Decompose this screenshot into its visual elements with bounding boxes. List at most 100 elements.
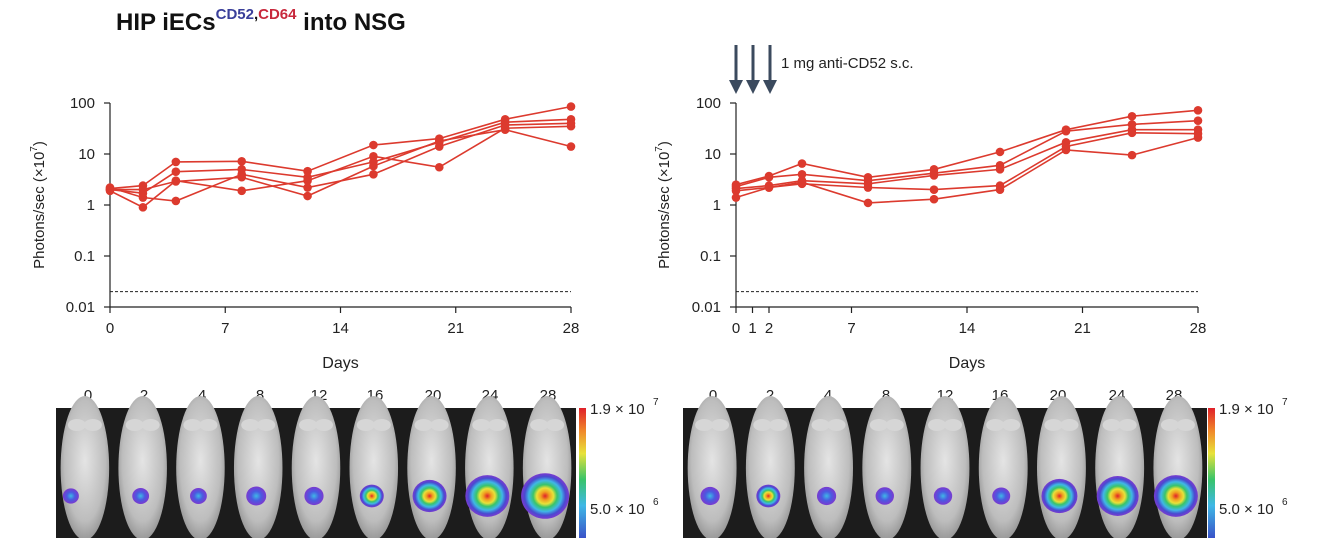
- x-tick-label: 21: [447, 320, 464, 337]
- mouse-ear: [414, 419, 433, 431]
- data-point: [1061, 126, 1071, 136]
- data-point: [1193, 116, 1203, 125]
- y-tick-label: 100: [70, 95, 95, 112]
- data-point: [863, 198, 873, 208]
- mouse-image: [118, 396, 167, 538]
- day-label: 4: [824, 387, 832, 404]
- data-point: [105, 185, 115, 194]
- data-point: [764, 183, 774, 192]
- luminescence-signal: [62, 488, 79, 504]
- data-point: [566, 142, 576, 151]
- colorbar-min-label: 5.0 × 10: [590, 501, 645, 518]
- data-point: [797, 177, 807, 187]
- data-point: [764, 172, 774, 182]
- y-tick-label: 100: [696, 95, 721, 112]
- chart-1: 100 10 1 0.1 0.01 0 7 14 21 28 Days Photons/sec (×1…: [29, 95, 579, 372]
- data-point: [500, 125, 510, 134]
- mouse-ear: [1176, 419, 1195, 431]
- luminescence-signal: [521, 473, 570, 519]
- data-point: [303, 166, 312, 176]
- luminescence-signal: [412, 479, 447, 513]
- x-tick-label: 7: [221, 320, 229, 337]
- data-point: [1127, 111, 1137, 121]
- luminescence-signal: [992, 487, 1011, 505]
- data-point: [566, 102, 576, 111]
- y-tick-label: 1: [713, 197, 721, 214]
- title-sup-cd52: CD52: [215, 6, 254, 23]
- title-suffix: into NSG: [296, 9, 406, 36]
- mouse-ear: [1160, 419, 1179, 431]
- luminescence-signal: [1096, 476, 1139, 516]
- x-tick-label: 14: [959, 320, 976, 337]
- x-tick-label: 14: [332, 320, 349, 337]
- mouse-ear: [83, 419, 102, 431]
- x-tick-label: 7: [847, 320, 855, 337]
- data-point: [303, 183, 312, 192]
- y-tick-label: 0.01: [692, 299, 721, 316]
- mouse-image: [176, 396, 225, 538]
- mouse-ear: [199, 419, 218, 431]
- data-point: [1193, 105, 1203, 115]
- title-sup-cd64: CD64: [258, 6, 297, 23]
- mouse-ear: [1102, 419, 1121, 431]
- colorbar: [579, 408, 586, 538]
- mouse-ear: [986, 419, 1005, 431]
- data-point: [369, 152, 378, 161]
- mouse-ear: [430, 419, 449, 431]
- data-point: [929, 194, 939, 204]
- y-axis-label-close: ): [656, 141, 673, 146]
- colorbar: [1208, 408, 1215, 538]
- data-point: [797, 159, 807, 168]
- mouse-ear: [827, 419, 846, 431]
- mouse-ear: [183, 419, 202, 431]
- luminescence-signal: [875, 487, 894, 505]
- treatment-arrow-head: [746, 80, 760, 94]
- imaging-panel-1: 0 2 4 8 12 16 20 24 281.9 × 10 75.0 × 10 6: [56, 387, 659, 538]
- x-tick-label: 0: [732, 320, 740, 337]
- y-tick-label: 10: [704, 146, 721, 163]
- data-point: [995, 165, 1005, 174]
- mouse-ear: [241, 419, 260, 431]
- luminescence-signal: [190, 488, 207, 504]
- x-tick-label: 2: [765, 320, 773, 337]
- colorbar-min-label: 5.0 × 10: [1219, 501, 1274, 518]
- mouse-ear: [944, 419, 962, 431]
- y-tick-label: 0.1: [700, 248, 721, 265]
- mouse-ear: [1044, 419, 1063, 431]
- imaging-panel-2: 0 2 4 8 12 16 20 24 281.9 × 10 75.0 × 10 6: [683, 387, 1288, 538]
- data-point: [995, 147, 1005, 157]
- luminescence-signal: [359, 484, 384, 508]
- data-point: [237, 156, 247, 166]
- y-axis-label: Photons/sec (×107): [654, 141, 673, 269]
- data-point: [237, 172, 247, 182]
- y-axis-label-exp: 7: [29, 146, 40, 152]
- mouse-ear: [885, 419, 904, 431]
- day-label: 2: [140, 387, 148, 404]
- series-line-4: [109, 125, 572, 209]
- mouse-ear: [125, 419, 144, 431]
- luminescence-signal: [1041, 478, 1078, 514]
- y-axis-label-close: ): [31, 141, 48, 146]
- day-label: 0: [709, 387, 717, 404]
- mouse-image: [978, 396, 1028, 538]
- colorbar-min-exp: 6: [1282, 497, 1288, 508]
- mouse-image: [1036, 396, 1086, 538]
- data-point: [369, 169, 378, 179]
- figure-title: HIP iECsCD52,CD64 into NSG: [116, 6, 406, 37]
- y-axis-label: Photons/sec (×107): [29, 141, 48, 269]
- colorbar-max-exp: 7: [1282, 397, 1288, 408]
- mouse-image: [60, 396, 110, 538]
- data-point: [171, 196, 181, 206]
- luminescence-signal: [700, 486, 720, 506]
- mouse-ear: [488, 419, 507, 431]
- mouse-ear: [546, 419, 565, 431]
- mouse-ear: [695, 419, 714, 431]
- mouse-image: [687, 396, 737, 538]
- treatment-annotation: 1 mg anti-CD52 s.c.: [781, 55, 914, 72]
- data-point: [797, 169, 807, 179]
- data-point: [138, 185, 148, 194]
- x-tick-label: 1: [748, 320, 756, 337]
- title-prefix: HIP iECs: [116, 9, 216, 36]
